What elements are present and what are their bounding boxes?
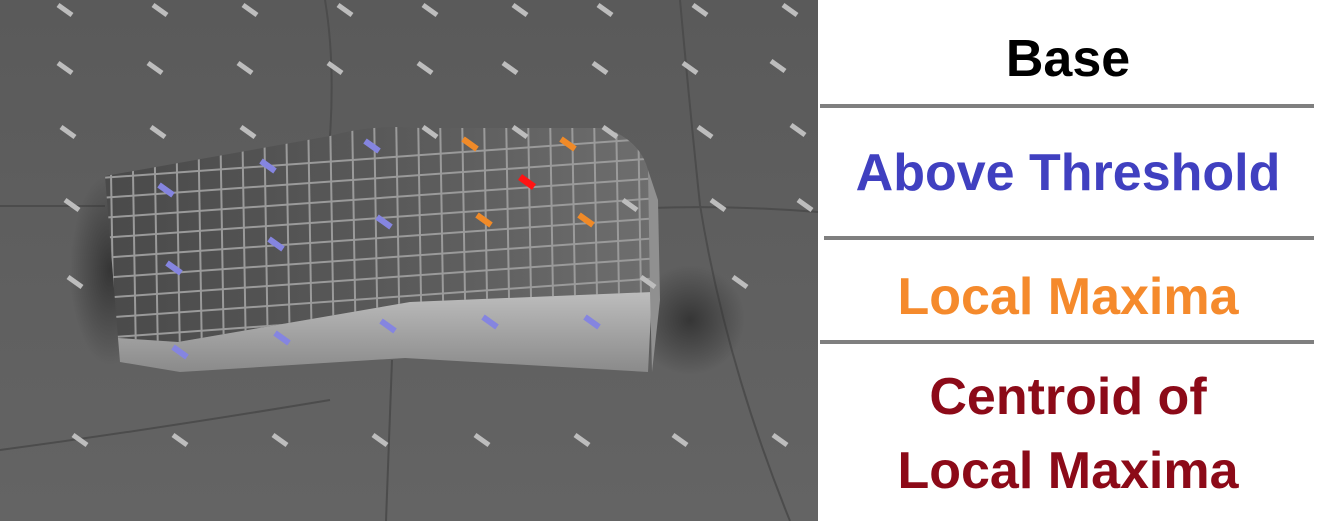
- base-marker: [696, 124, 714, 140]
- base-marker: [63, 197, 81, 213]
- base-marker: [171, 432, 189, 448]
- above-threshold-marker: [165, 260, 183, 276]
- centroid-marker: [517, 174, 537, 190]
- grid-line: [285, 127, 291, 342]
- above-threshold-marker: [259, 158, 277, 174]
- base-marker: [56, 60, 74, 76]
- base-marker: [511, 2, 529, 18]
- base-marker: [769, 58, 787, 74]
- base-marker: [326, 60, 344, 76]
- above-threshold-marker: [171, 344, 189, 360]
- base-marker: [71, 432, 89, 448]
- base-marker: [511, 124, 529, 140]
- grid-line: [105, 277, 652, 319]
- base-marker: [796, 197, 814, 213]
- base-marker: [681, 60, 699, 76]
- block-front-face: [118, 292, 652, 372]
- local-maxima-marker: [577, 212, 595, 228]
- above-threshold-marker: [379, 318, 397, 334]
- base-marker: [731, 274, 749, 290]
- sensor-markers: [56, 2, 814, 448]
- base-marker: [573, 432, 591, 448]
- base-marker: [671, 432, 689, 448]
- grid-line: [307, 127, 313, 342]
- base-marker: [789, 122, 807, 138]
- base-marker: [151, 2, 169, 18]
- base-marker: [591, 60, 609, 76]
- base-marker: [596, 2, 614, 18]
- legend-divider: [824, 236, 1314, 240]
- grid-line: [105, 157, 652, 199]
- block-right-edge: [648, 170, 660, 372]
- grid-line: [105, 217, 652, 259]
- legend-above-threshold-label: Above Threshold: [855, 144, 1281, 202]
- above-threshold-marker: [481, 314, 499, 330]
- legend: Base Above Threshold Local Maxima Centro…: [818, 0, 1318, 521]
- grid-line: [105, 237, 652, 279]
- sensor-surface-image: [0, 0, 818, 521]
- base-marker: [146, 60, 164, 76]
- above-threshold-marker: [157, 182, 175, 198]
- base-marker: [781, 2, 799, 18]
- base-marker: [501, 60, 519, 76]
- grid-line: [105, 177, 652, 219]
- base-marker: [241, 2, 259, 18]
- base-marker: [601, 124, 619, 140]
- base-marker: [421, 2, 439, 18]
- local-maxima-marker: [559, 136, 577, 152]
- base-marker: [236, 60, 254, 76]
- base-marker: [691, 2, 709, 18]
- above-threshold-marker: [375, 214, 393, 230]
- base-marker: [421, 124, 439, 140]
- above-threshold-marker: [363, 138, 381, 154]
- local-maxima-marker: [461, 136, 479, 152]
- base-marker: [271, 432, 289, 448]
- grid-line: [263, 127, 269, 342]
- block-shadow-right: [635, 265, 745, 375]
- grid-line: [241, 127, 247, 342]
- legend-base-label: Base: [1005, 30, 1131, 88]
- base-marker: [371, 432, 389, 448]
- base-marker: [771, 432, 789, 448]
- above-threshold-marker: [273, 330, 291, 346]
- legend-centroid-label-line1: Centroid of: [929, 368, 1207, 426]
- legend-centroid-label-line2: Local Maxima: [897, 442, 1239, 500]
- base-marker: [621, 197, 639, 213]
- grid-line: [105, 257, 652, 299]
- above-threshold-marker: [267, 236, 285, 252]
- base-marker: [149, 124, 167, 140]
- base-marker: [639, 274, 657, 290]
- base-marker: [239, 124, 257, 140]
- base-marker: [473, 432, 491, 448]
- legend-divider: [820, 104, 1314, 108]
- local-maxima-marker: [475, 212, 493, 228]
- base-marker: [709, 197, 727, 213]
- legend-divider: [820, 340, 1314, 344]
- above-threshold-marker: [583, 314, 601, 330]
- base-marker: [336, 2, 354, 18]
- base-marker: [56, 2, 74, 18]
- base-marker: [66, 274, 84, 290]
- legend-local-maxima-label: Local Maxima: [897, 268, 1239, 326]
- base-marker: [416, 60, 434, 76]
- base-marker: [59, 124, 77, 140]
